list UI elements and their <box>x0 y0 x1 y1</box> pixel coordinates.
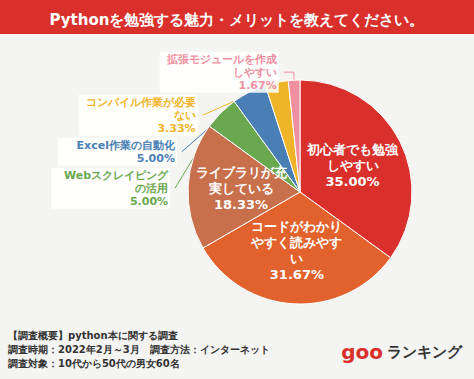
svg-text:【調査概要】python本に関する調査: 【調査概要】python本に関する調査 <box>8 330 178 342</box>
svg-text:の活用: の活用 <box>135 182 168 195</box>
svg-text:Webスクレイピング: Webスクレイピング <box>64 169 169 182</box>
svg-text:5.00%: 5.00% <box>130 195 168 208</box>
svg-text:Pythonを勉強する魅力・メリットを教えてください。: Pythonを勉強する魅力・メリットを教えてください。 <box>50 11 425 29</box>
svg-text:拡張モジュールを作成: 拡張モジュールを作成 <box>166 53 277 66</box>
svg-text:い: い <box>290 251 303 266</box>
svg-text:1.67%: 1.67% <box>239 79 277 92</box>
svg-text:調査対象：10代から50代の男女60名: 調査対象：10代から50代の男女60名 <box>7 358 180 369</box>
svg-text:やすく読みやす: やすく読みやす <box>250 235 342 250</box>
svg-text:3.33%: 3.33% <box>157 122 195 135</box>
svg-text:コードがわかり: コードがわかり <box>251 219 342 234</box>
svg-text:31.67%: 31.67% <box>270 267 324 282</box>
svg-text:調査時期：2022年2月～3月 調査方法：インターネット: 調査時期：2022年2月～3月 調査方法：インターネット <box>7 344 270 355</box>
svg-text:35.00%: 35.00% <box>325 174 379 189</box>
svg-text:しやすい: しやすい <box>233 66 277 79</box>
svg-text:ない: ない <box>174 109 196 122</box>
svg-text:しやすい: しやすい <box>327 158 379 173</box>
svg-text:5.00%: 5.00% <box>137 152 175 165</box>
svg-text:goo: goo <box>341 340 383 364</box>
svg-text:ランキング: ランキング <box>387 343 463 361</box>
svg-text:Excel作業の自動化: Excel作業の自動化 <box>77 139 176 152</box>
svg-text:ライブラリが充: ライブラリが充 <box>196 165 288 180</box>
svg-text:18.33%: 18.33% <box>214 197 268 212</box>
svg-text:初心者でも勉強: 初心者でも勉強 <box>306 142 399 157</box>
svg-text:実している: 実している <box>208 181 274 196</box>
svg-text:コンパイル作業が必要: コンパイル作業が必要 <box>86 96 196 109</box>
